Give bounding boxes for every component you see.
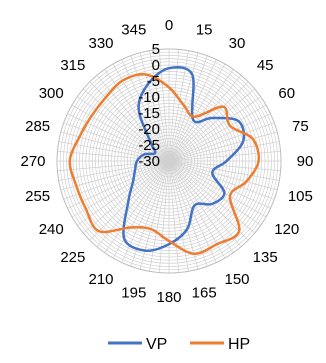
radial-tick-label: -30 — [138, 153, 160, 170]
radial-tick-label: -15 — [138, 105, 160, 122]
grid-spoke — [104, 69, 170, 162]
angle-label: 240 — [39, 221, 64, 238]
angle-label: 270 — [20, 153, 45, 170]
grid-spoke — [89, 81, 170, 162]
radial-tick-label: -25 — [138, 137, 160, 154]
grid-spoke — [58, 160, 170, 181]
polar-grid — [56, 48, 282, 274]
grid-spoke — [158, 49, 170, 162]
grid-spoke — [168, 160, 189, 272]
angle-label: 165 — [192, 284, 217, 301]
grid-spoke — [63, 160, 170, 200]
grid-spoke — [149, 160, 170, 272]
angle-label: 45 — [257, 57, 274, 74]
angle-label: 285 — [25, 118, 50, 135]
grid-spoke — [96, 74, 170, 162]
angle-label: 330 — [88, 35, 113, 52]
angle-label: 135 — [253, 249, 278, 266]
angle-label: 15 — [196, 22, 213, 39]
grid-spoke — [168, 81, 249, 162]
radial-tick-label: 0 — [152, 57, 160, 74]
grid-spoke — [168, 160, 256, 234]
grid-spoke — [168, 160, 249, 241]
grid-spoke — [168, 122, 275, 162]
radial-tick-label: -10 — [138, 89, 160, 106]
angle-label: 255 — [25, 188, 50, 205]
series-hp-line — [68, 73, 261, 255]
grid-spoke — [168, 131, 278, 162]
grid-spoke — [168, 104, 267, 162]
grid-spoke — [168, 160, 208, 267]
angle-label: 90 — [297, 153, 314, 170]
grid-spoke — [112, 160, 170, 259]
angle-label: 120 — [274, 221, 299, 238]
grid-spoke — [130, 55, 170, 162]
grid-spoke — [168, 55, 208, 162]
grid-spoke — [168, 113, 271, 162]
grid-spoke — [82, 160, 170, 234]
angle-label: 150 — [224, 271, 249, 288]
grid-spoke — [139, 52, 170, 162]
angle-label: 300 — [39, 85, 64, 102]
grid-spoke — [60, 160, 170, 191]
grid-spoke — [168, 160, 226, 259]
grid-spoke — [67, 160, 170, 209]
grid-spoke — [168, 150, 281, 162]
grid-spoke — [168, 160, 234, 253]
grid-spoke — [168, 160, 281, 172]
grid-spoke — [71, 160, 170, 218]
grid-spoke — [168, 160, 278, 191]
angle-label: 315 — [60, 57, 85, 74]
grid-spoke — [71, 104, 170, 162]
radial-tick-label: 5 — [152, 41, 160, 58]
angle-label: 0 — [165, 17, 173, 34]
grid-spoke — [57, 150, 170, 162]
grid-spoke — [168, 88, 256, 162]
outer-ring — [56, 48, 282, 274]
grid-spoke — [168, 74, 242, 162]
grid-spoke — [168, 63, 226, 162]
legend: VP HP — [108, 336, 250, 353]
series-vp-line — [122, 66, 246, 253]
grid-spoke — [168, 160, 261, 226]
grid-spoke — [57, 160, 170, 172]
grid-spoke — [168, 160, 280, 181]
angle-label: 75 — [292, 118, 309, 135]
legend-label-vp: VP — [146, 336, 167, 353]
radial-tick-label: -20 — [138, 121, 160, 138]
angle-label: 30 — [229, 35, 246, 52]
angle-label: 105 — [288, 188, 313, 205]
grid-spoke — [168, 160, 199, 270]
angle-label: 195 — [121, 284, 146, 301]
legend-label-hp: HP — [228, 336, 250, 353]
grid-spoke — [58, 141, 170, 162]
angle-label: 345 — [121, 22, 146, 39]
angle-label: 210 — [88, 271, 113, 288]
grid-spoke — [168, 160, 180, 273]
grid-spoke — [168, 160, 275, 200]
grid-spoke — [149, 50, 170, 162]
radial-tick-label: -5 — [147, 73, 160, 90]
series-layer — [68, 66, 261, 255]
angle-label: 60 — [278, 85, 295, 102]
grid-spoke — [104, 160, 170, 253]
angle-label: 225 — [60, 249, 85, 266]
grid-spoke — [168, 96, 261, 162]
grid-spoke — [158, 160, 170, 273]
radial-tick-labels: 50-5-10-15-20-25-30 — [138, 41, 160, 170]
grid-spoke — [168, 141, 280, 162]
grid-spoke — [77, 160, 170, 226]
angle-label: 180 — [156, 289, 181, 306]
grid-spoke — [168, 52, 199, 162]
grid-spoke — [168, 160, 267, 218]
